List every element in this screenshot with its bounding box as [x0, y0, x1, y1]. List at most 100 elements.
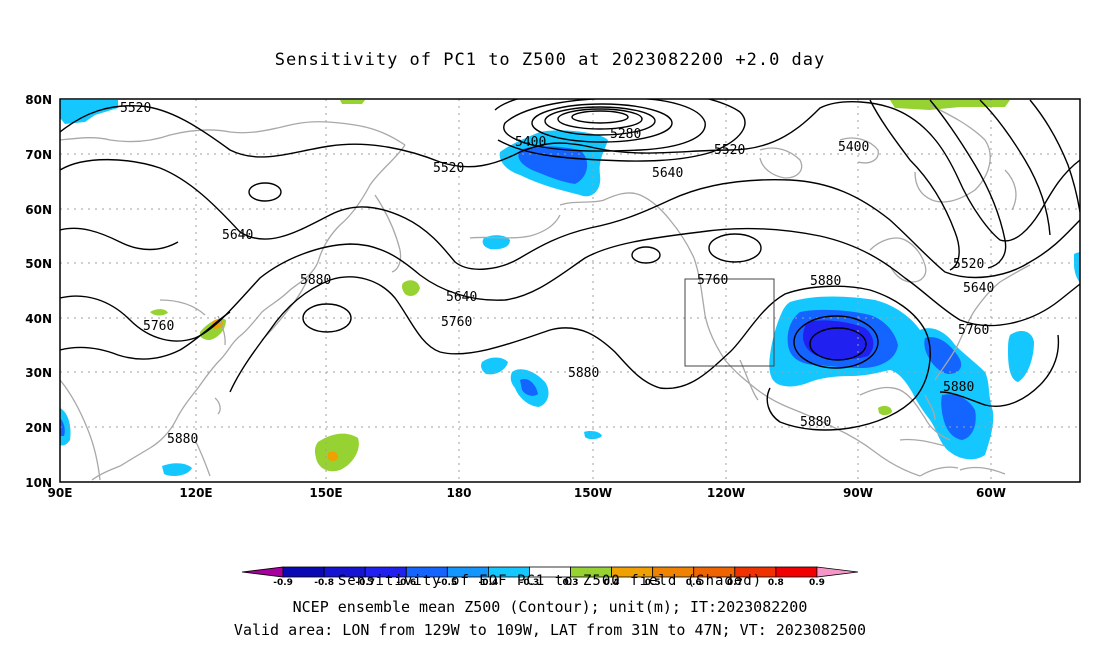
contour-5880-band: [229, 276, 931, 431]
contour-5880-east: [939, 334, 1060, 407]
shade-left-edge: [60, 408, 71, 446]
coast-alaska: [559, 192, 695, 259]
colorbar-arrow-right: [816, 566, 859, 578]
colorbar-tick-label: -0.4: [479, 578, 499, 588]
contour-closed-high-2: [809, 327, 867, 361]
coast-arctic-islands-2: [839, 137, 879, 164]
contour-label: 5640: [446, 290, 477, 305]
contour-asia-lower: [60, 311, 231, 360]
lat-label: 80N: [25, 93, 52, 107]
contour-label: 5400: [515, 135, 546, 150]
lon-label: 90E: [48, 486, 73, 500]
shade-east-mid: [924, 337, 962, 374]
colorbar-tick-label: -0.5: [437, 578, 457, 588]
coast-na-east: [934, 264, 1031, 381]
contour-label: 5880: [568, 366, 599, 381]
colorbar-tick-label: 0.5: [645, 578, 661, 588]
contour-labels: 5520 5400 5280 5520 5400 5520 5640 5640 …: [120, 101, 994, 447]
contour-label: 5640: [963, 281, 994, 296]
valid-area-box: [684, 278, 775, 367]
valid-area-caption: Valid area: LON from 129W to 109W, LAT f…: [233, 621, 867, 639]
contour-label: 5760: [143, 319, 174, 334]
lon-label: 180: [446, 486, 471, 500]
shade-east-lower: [941, 394, 976, 440]
contour-5640-band: [60, 158, 1080, 279]
contour-ring-3: [544, 106, 656, 136]
map-title: Sensitivity of PC1 to Z500 at 2023082200…: [274, 50, 826, 70]
lat-label: 30N: [25, 366, 52, 380]
shade-hawaii-3: [520, 378, 538, 396]
coast-asia-north: [60, 121, 406, 146]
contour-closed-small-4: [708, 233, 762, 263]
coast-greenland-2: [1004, 169, 1017, 211]
coast-florida: [924, 394, 936, 421]
shaded-regions: [60, 100, 1080, 476]
coast-na-west: [693, 257, 921, 477]
coast-gulf: [859, 386, 951, 441]
contour-label: 5880: [800, 415, 831, 430]
colorbar-tick-label: 0.8: [768, 578, 784, 588]
lon-label: 60W: [976, 486, 1006, 500]
lat-label: 70N: [25, 148, 52, 162]
grid-lines: [60, 99, 1080, 482]
contour-5520-band: [60, 101, 1080, 242]
shade-left-edge-dark: [60, 418, 65, 436]
contour-5760-band: [60, 227, 1080, 342]
colorbar-tick-label: -0.8: [314, 578, 334, 588]
coast-asia-east: [91, 144, 406, 481]
shade-right-edge: [1074, 252, 1080, 282]
lat-label: 60N: [25, 203, 52, 217]
shade-na-dark: [803, 320, 874, 360]
contour-closed-small-3: [631, 246, 661, 264]
coast-central-am: [919, 466, 959, 477]
shade-arctic-green-right: [890, 100, 1010, 110]
shade-kamchatka-green: [401, 280, 420, 296]
contour-ne-1: [869, 99, 960, 271]
contour-closed-high-1: [793, 315, 879, 369]
contour-label: 5760: [441, 315, 472, 330]
contour-ring-2: [557, 108, 643, 130]
contour-ring-4: [531, 103, 673, 143]
lat-label: 40N: [25, 312, 52, 326]
colorbar-tick-label: 0.4: [604, 578, 620, 588]
coast-aleutian: [469, 214, 561, 239]
colorbar-caption: Sensitivity of EOF PC1 to Z500 field (Sh…: [337, 573, 763, 589]
shade-small-blue-phil: [162, 463, 192, 476]
contour-closed-small-2: [302, 303, 352, 333]
shade-atlantic-right: [1008, 330, 1034, 382]
shade-pacific-orange: [328, 451, 338, 461]
z500-contours: [60, 99, 1080, 431]
shade-small-green-2: [340, 100, 365, 104]
lat-label: 20N: [25, 421, 52, 435]
contour-ne-3: [979, 99, 1051, 236]
latitude-labels: 80N 70N 60N 50N 40N 30N 20N 10N: [25, 93, 52, 490]
contour-ring-1: [571, 110, 629, 124]
shade-arctic-left: [60, 100, 118, 124]
shade-small-green-1: [150, 309, 168, 316]
contour-label: 5880: [810, 274, 841, 289]
contour-label: 5880: [167, 432, 198, 447]
shade-hawaii-1: [481, 357, 508, 375]
coast-baja: [739, 359, 759, 401]
lon-label: 120E: [179, 486, 212, 500]
contour-label: 5760: [958, 323, 989, 338]
colorbar-tick-label: 0.9: [809, 578, 825, 588]
contour-label: 5520: [953, 257, 984, 272]
contour-ne-2: [929, 99, 1007, 269]
contour-asia-upper: [60, 227, 179, 251]
coast-korea: [217, 315, 226, 346]
contour-5520-top: [494, 99, 746, 162]
contour-label: 5760: [697, 273, 728, 288]
colorbar-tick-label: -0.6: [396, 578, 416, 588]
shade-pole-core: [518, 146, 588, 184]
contour-label: 5400: [838, 140, 869, 155]
coast-greenland: [914, 104, 991, 203]
colorbar-tick-label: 0.6: [686, 578, 702, 588]
coast-cuba: [899, 438, 946, 447]
contour-label: 5520: [433, 161, 464, 176]
lat-label: 50N: [25, 257, 52, 271]
colorbar-tick-label: 0.7: [727, 578, 743, 588]
lon-label: 150E: [309, 486, 342, 500]
contour-label: 5880: [943, 380, 974, 395]
